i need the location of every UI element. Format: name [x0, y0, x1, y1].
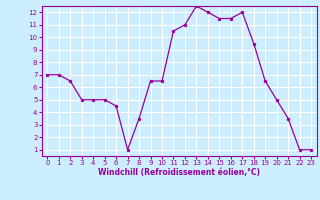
- X-axis label: Windchill (Refroidissement éolien,°C): Windchill (Refroidissement éolien,°C): [98, 168, 260, 177]
